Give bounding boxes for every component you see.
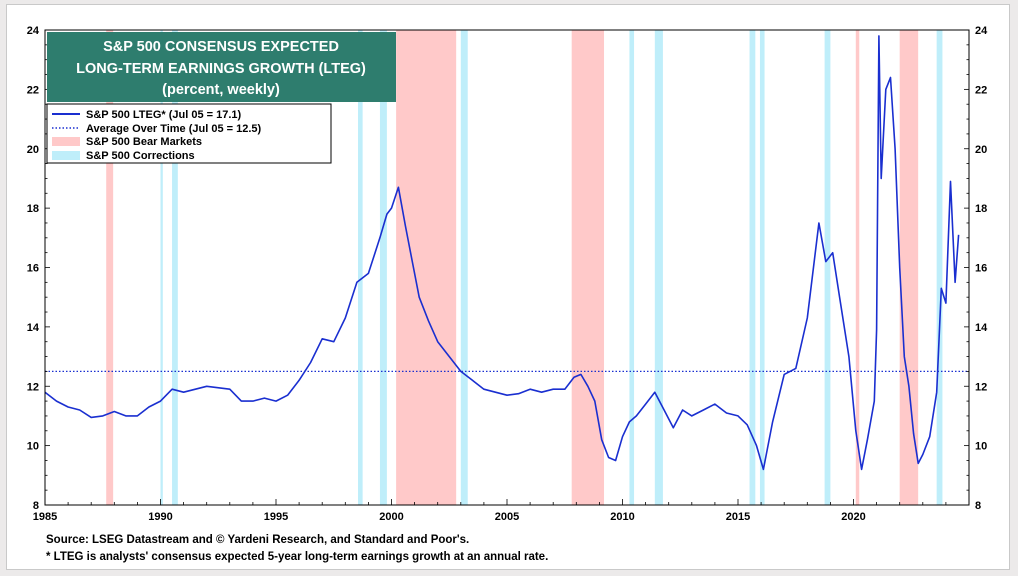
y-tick-label-right: 14 [975, 322, 988, 334]
chart-title: S&P 500 CONSENSUS EXPECTED [103, 39, 339, 55]
y-tick-label-right: 8 [975, 500, 981, 512]
y-tick-label-left: 14 [27, 322, 40, 334]
correction-band-0 [160, 30, 163, 505]
bear-market-band-3 [855, 30, 860, 505]
x-tick-label: 2000 [379, 511, 403, 523]
x-tick-label: 1985 [33, 511, 57, 523]
bear-market-band-1 [396, 30, 457, 505]
y-tick-label-right: 24 [975, 25, 988, 37]
footnote: * LTEG is analysts' consensus expected 5… [46, 551, 549, 563]
x-tick-label: 2010 [610, 511, 634, 523]
source-note: Source: LSEG Datastream and © Yardeni Re… [46, 534, 470, 546]
chart-title-line2: LONG-TERM EARNINGS GROWTH (LTEG) [76, 61, 366, 77]
correction-band-10 [936, 30, 943, 505]
correction-band-9 [824, 30, 831, 505]
legend-label-bear: S&P 500 Bear Markets [86, 136, 202, 148]
bear-market-band-4 [899, 30, 919, 505]
legend-swatch-corrections [52, 151, 80, 160]
bear-market-band-0 [106, 30, 114, 505]
chart-subtitle: (percent, weekly) [162, 82, 280, 98]
title-box-background [47, 32, 396, 102]
bear-market-band-2 [571, 30, 605, 505]
x-tick-label: 2020 [841, 511, 865, 523]
x-tick-label: 1995 [264, 511, 288, 523]
x-tick-label: 2015 [726, 511, 750, 523]
axes: 8 10 12 14 16 18 20 22 24 8 10 12 14 16 18 20 22 24 1985 19… [27, 25, 988, 523]
y-tick-label-left: 12 [27, 381, 39, 393]
correction-band-5 [629, 30, 635, 505]
correction-band-6 [654, 30, 663, 505]
correction-band-7 [749, 30, 756, 505]
y-tick-label-right: 16 [975, 263, 987, 275]
y-tick-label-right: 12 [975, 381, 987, 393]
legend-label-average: Average Over Time (Jul 05 = 12.5) [86, 123, 262, 135]
correction-band-3 [379, 30, 387, 505]
x-tick-label: 2005 [495, 511, 519, 523]
y-tick-label-left: 16 [27, 263, 39, 275]
y-tick-label-left: 18 [27, 203, 39, 215]
x-tick-label: 1990 [148, 511, 172, 523]
title-box: S&P 500 CONSENSUS EXPECTED LONG-TERM EAR… [47, 32, 396, 102]
y-tick-label-left: 22 [27, 84, 39, 96]
y-tick-label-right: 18 [975, 203, 987, 215]
y-tick-label-left: 8 [33, 500, 39, 512]
legend-label-corrections: S&P 500 Corrections [86, 150, 195, 162]
legend: S&P 500 LTEG* (Jul 05 = 17.1) Average Ov… [46, 103, 332, 164]
lteg-series-group [44, 35, 960, 471]
legend-swatch-bear [52, 137, 80, 146]
correction-band-2 [358, 30, 363, 505]
correction-band-1 [172, 30, 178, 505]
y-tick-label-right: 20 [975, 144, 987, 156]
y-tick-label-left: 24 [27, 25, 40, 37]
correction-band-8 [759, 30, 765, 505]
y-tick-label-left: 10 [27, 441, 39, 453]
y-tick-label-left: 20 [27, 144, 39, 156]
legend-box [46, 103, 332, 164]
correction-band-4 [460, 30, 468, 505]
series-line-0 [44, 35, 960, 471]
shaded-bands [106, 30, 943, 505]
y-tick-label-right: 10 [975, 441, 987, 453]
legend-label-lteg: S&P 500 LTEG* (Jul 05 = 17.1) [86, 109, 242, 121]
y-tick-label-right: 22 [975, 84, 987, 96]
